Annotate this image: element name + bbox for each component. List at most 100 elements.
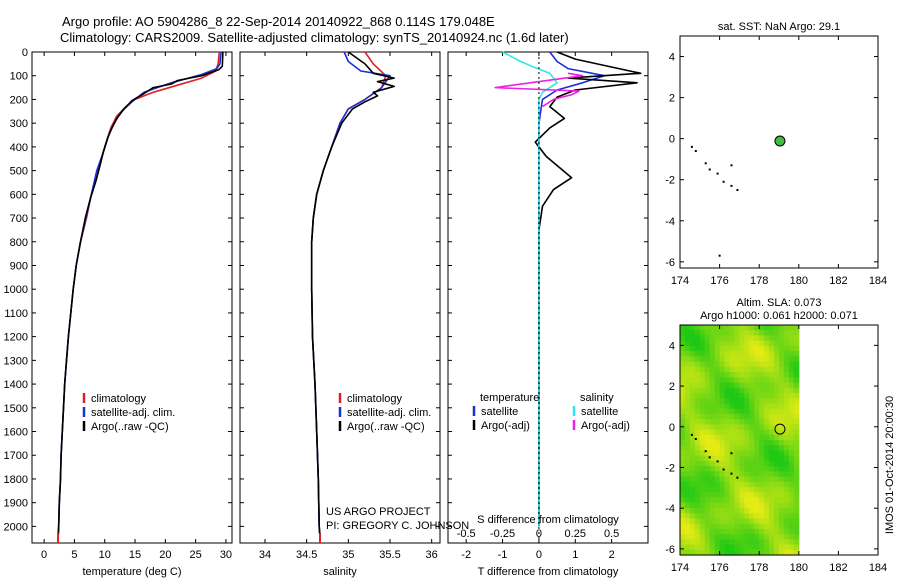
sla-heatmap-cell (724, 440, 731, 446)
sla-heatmap-cell (764, 513, 770, 520)
sla-heatmap-cell (744, 434, 750, 441)
difference-xtick-label: -1 (498, 549, 508, 561)
sla-heatmap-cell (788, 413, 795, 420)
sla-heatmap-cell (699, 434, 706, 441)
sla-heatmap-cell (793, 455, 800, 462)
sla-heatmap-cell (764, 361, 770, 368)
salinity-legend-label: climatology (347, 393, 403, 405)
sla-heatmap-cell (739, 544, 745, 551)
sla-heatmap-cell (744, 424, 750, 431)
sla-heatmap-cell (719, 502, 726, 509)
sla-heatmap-cell (724, 398, 731, 405)
sla-heatmap-cell (724, 487, 731, 493)
sla-heatmap-cell (739, 450, 745, 457)
sla-heatmap-cell (793, 419, 800, 425)
sla-heatmap-cell (769, 419, 775, 425)
sla-heatmap-cell (704, 424, 711, 431)
sla-heatmap-cell (694, 445, 701, 452)
sla-heatmap-cell (793, 377, 800, 384)
sla-heatmap-cell (724, 392, 731, 399)
sla-heatmap-cell (734, 440, 740, 446)
sla-heatmap-cell (788, 466, 795, 472)
depth-tick-label: 1800 (4, 474, 28, 486)
sla-heatmap-cell (729, 392, 736, 399)
sla-heatmap-cell (779, 497, 785, 504)
sla-heatmap-cell (783, 398, 790, 405)
sla-heatmap-cell (788, 392, 795, 399)
sla-heatmap-cell (769, 424, 775, 431)
sla-heatmap-cell (769, 345, 775, 352)
sla-heatmap-cell (764, 335, 770, 342)
sla-heatmap-cell (759, 372, 765, 378)
sla-heatmap-cell (774, 377, 780, 384)
sla-heatmap-cell (749, 351, 755, 357)
sla-heatmap-cell (714, 539, 721, 546)
sla-heatmap-cell (754, 413, 760, 420)
sla-heatmap-cell (793, 534, 800, 540)
sla-heatmap-cell (719, 424, 726, 431)
sla-heatmap-cell (769, 387, 775, 394)
sla-heatmap-cell (684, 345, 691, 352)
sla-heatmap-cell (714, 351, 721, 357)
sla-heatmap-cell (709, 476, 716, 483)
sla-heatmap-cell (788, 507, 795, 514)
sla-heatmap-cell (734, 330, 740, 337)
sla-heatmap-cell (793, 413, 800, 420)
sla-heatmap-cell (729, 345, 736, 352)
sla-heatmap-cell (719, 403, 726, 410)
sla-heatmap-cell (709, 497, 716, 504)
sla-heatmap-cell (774, 460, 780, 467)
sla-heatmap-cell (783, 534, 790, 540)
sla-heatmap-cell (694, 335, 701, 342)
sla-heatmap-cell (788, 403, 795, 410)
sla-heatmap-cell (719, 549, 726, 556)
difference-series-s-satellite (502, 51, 558, 527)
sla-heatmap-cell (714, 372, 721, 378)
sla-heatmap-cell (729, 513, 736, 520)
depth-tick-label: 1700 (4, 450, 28, 462)
sst_map-track-point (708, 168, 711, 171)
sla-heatmap-cell (719, 513, 726, 520)
sla-heatmap-cell (694, 507, 701, 514)
sla-heatmap-cell (719, 450, 726, 457)
sla-heatmap-cell (759, 523, 765, 530)
sla-heatmap-cell (714, 340, 721, 347)
sla-heatmap-cell (744, 528, 750, 535)
sla-heatmap-cell (739, 351, 745, 357)
sla-heatmap-cell (744, 325, 750, 331)
sla-heatmap-cell (793, 502, 800, 509)
sla-heatmap-cell (704, 434, 711, 441)
sla-heatmap-cell (754, 513, 760, 520)
sla-heatmap-cell (714, 528, 721, 535)
sla-heatmap-cell (734, 429, 740, 436)
sla-heatmap-cell (739, 392, 745, 399)
sla-heatmap-cell (774, 330, 780, 337)
sla-heatmap-cell (689, 528, 696, 535)
sla-heatmap-cell (774, 419, 780, 425)
sla-heatmap-cell (709, 502, 716, 509)
sla-heatmap-cell (783, 487, 790, 493)
sst_map-xtick-label: 180 (790, 275, 808, 287)
sla-heatmap-cell (749, 492, 755, 499)
sla-heatmap-cell (788, 387, 795, 394)
sla-heatmap-cell (774, 476, 780, 483)
sla-heatmap-cell (744, 539, 750, 546)
sla-heatmap-cell (764, 377, 770, 384)
sla-heatmap-cell (689, 419, 696, 425)
sla-heatmap-cell (793, 466, 800, 472)
sla-heatmap-cell (709, 335, 716, 342)
sla-heatmap-cell (689, 466, 696, 472)
sla-heatmap-cell (744, 408, 750, 415)
sla-heatmap-cell (684, 492, 691, 499)
sla-heatmap-cell (694, 372, 701, 378)
sla-heatmap-cell (714, 424, 721, 431)
sla-heatmap-cell (783, 403, 790, 410)
sla-heatmap-cell (719, 372, 726, 378)
sla-heatmap-cell (744, 455, 750, 462)
sla-heatmap-cell (788, 419, 795, 425)
sla-heatmap-cell (769, 497, 775, 504)
sla-heatmap-cell (694, 345, 701, 352)
sla-heatmap-cell (754, 325, 760, 331)
sla-heatmap-cell (764, 424, 770, 431)
sla-heatmap-cell (744, 413, 750, 420)
